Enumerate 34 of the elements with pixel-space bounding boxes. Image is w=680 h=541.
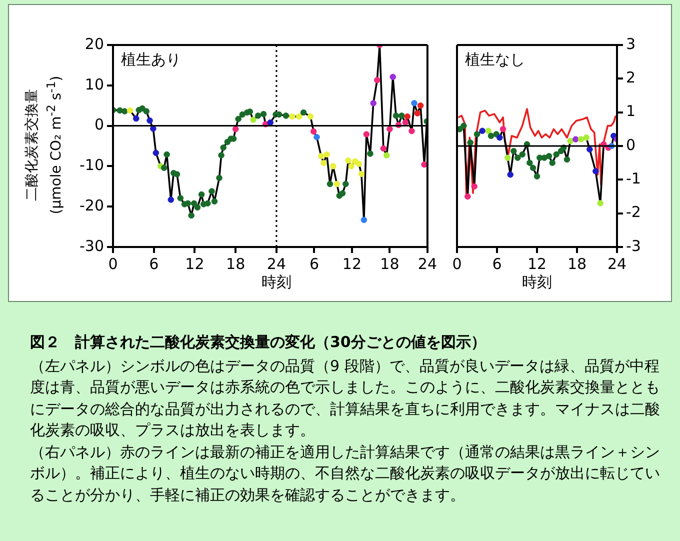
y-tick-label: -1 xyxy=(626,170,641,188)
y-tick-label: -30 xyxy=(80,236,104,255)
x-tick-label: 12 xyxy=(527,254,547,273)
x-tick-label: 12 xyxy=(185,254,204,273)
x-tick-label: 18 xyxy=(226,254,246,273)
x-axis-title: 時刻 xyxy=(261,273,292,291)
annotation: 植生なし xyxy=(465,50,525,68)
y-tick-label: 1 xyxy=(626,102,636,120)
x-tick-label: 24 xyxy=(266,254,286,273)
x-tick-label: 6 xyxy=(149,254,159,273)
y-tick-label: -3 xyxy=(626,236,641,255)
y-tick-label: 2 xyxy=(626,68,636,87)
x-tick-label: 24 xyxy=(418,254,437,273)
y-tick-label: -20 xyxy=(80,196,104,214)
y-tick-label: -2 xyxy=(626,203,641,222)
y-tick-label: 0 xyxy=(626,136,636,154)
text: （右パネル）赤のラインは最新の補正を適用した計算結果です（通常の結果は黒ライン＋シンボル）。補正により、植生のない時期の、不自然な二酸化炭素の吸収データが放出に転じていることが分かり、手軽に補正の効果を確認することができます。 xyxy=(30,442,660,506)
x-tick-label: 6 xyxy=(309,254,319,273)
x-tick-label: 18 xyxy=(380,254,400,273)
y-tick-label: -10 xyxy=(80,156,104,174)
y-tick-label: 10 xyxy=(84,75,104,94)
x-tick-label: 0 xyxy=(108,254,118,273)
y-tick-label: 20 xyxy=(84,34,104,53)
annotation: 植生あり xyxy=(121,50,181,68)
x-tick-label: 24 xyxy=(607,254,627,273)
x-tick-label: 12 xyxy=(342,254,362,273)
y-tick-label: 3 xyxy=(626,34,636,53)
x-tick-label: 0 xyxy=(452,254,462,273)
text: 図２ 計算された二酸化炭素交換量の変化（30分ごとの値を図示） xyxy=(30,332,487,353)
x-tick-label: 6 xyxy=(492,254,502,273)
text: （左パネル）シンボルの色はデータの品質（9 段階）で、品質が良いデータは緑、品質が中程度は青、品質が悪いデータは赤系統の色で示しました。このように、二酸化炭素交換量とともにデータの総合的な品質が出力されるので、計算結果を直ちに利用できます。マイナスは二酸化炭素の吸収、プラスは放出を表します。 xyxy=(30,356,660,441)
x-tick-label: 18 xyxy=(567,254,587,273)
x-axis-title: 時刻 xyxy=(522,273,552,291)
y-tick-label: 0 xyxy=(94,116,104,134)
